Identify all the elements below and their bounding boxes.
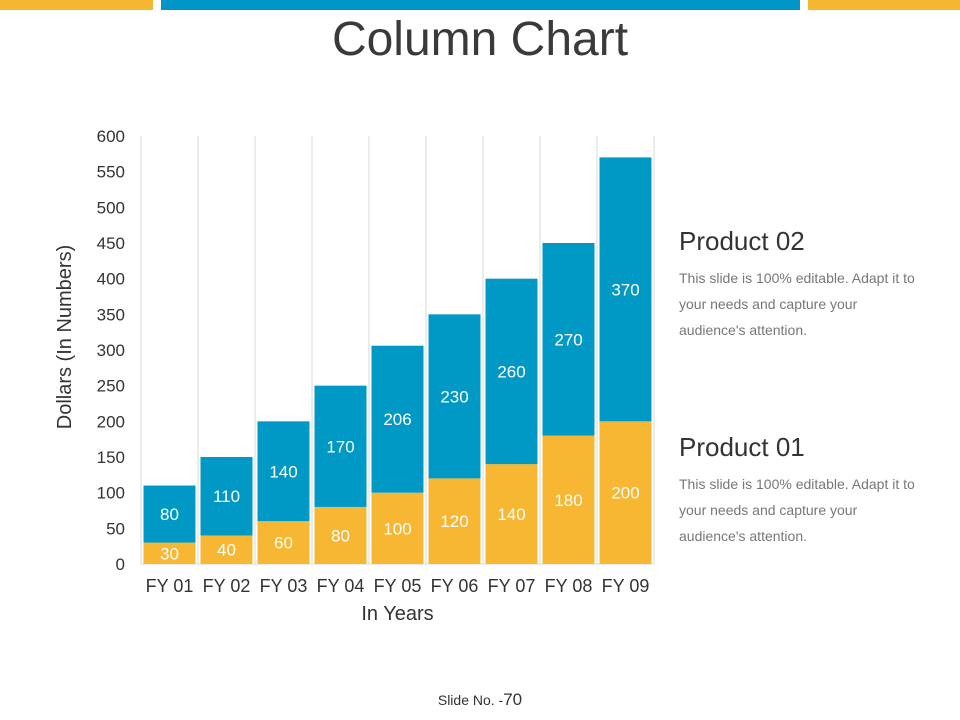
y-tick-label: 450 (97, 234, 125, 253)
bar-product-01 (542, 435, 595, 564)
legend-product-01-title: Product 01 (679, 432, 805, 462)
y-tick-label: 550 (97, 163, 125, 182)
y-tick-label: 150 (97, 448, 125, 467)
top-accent-bar-right (808, 0, 960, 10)
bar-product-01 (599, 421, 652, 564)
data-label: 270 (554, 330, 582, 349)
data-label: 140 (269, 462, 297, 481)
bar-product-02 (542, 243, 595, 436)
x-tick-label: FY 01 (146, 576, 194, 596)
y-tick-label: 0 (116, 555, 125, 574)
bar-product-01 (200, 535, 253, 564)
bar-product-01 (257, 521, 310, 564)
data-label: 260 (497, 362, 525, 381)
y-tick-label: 600 (97, 127, 125, 146)
y-tick-label: 50 (106, 519, 125, 538)
data-label: 60 (274, 534, 293, 553)
y-tick-label: 200 (97, 412, 125, 431)
data-label: 370 (611, 280, 639, 299)
y-tick-label: 300 (97, 341, 125, 360)
x-tick-label: FY 07 (488, 576, 536, 596)
y-tick-label: 400 (97, 270, 125, 289)
y-tick-label: 250 (97, 377, 125, 396)
data-label: 110 (213, 487, 240, 506)
data-label: 170 (326, 437, 354, 456)
legend-product-02: Product 02 This slide is 100% editable. … (679, 226, 919, 343)
x-tick-label: FY 09 (602, 576, 650, 596)
bar-product-02 (485, 278, 538, 465)
y-axis-title: Dollars (In Numbers) (54, 245, 76, 429)
bar-product-02 (314, 385, 367, 507)
bar-product-01 (143, 542, 196, 564)
page-title: Column Chart (331, 13, 629, 66)
bar-product-02 (200, 457, 253, 536)
slide-number-label: Slide No. - (437, 692, 504, 708)
bar-product-02 (599, 157, 652, 422)
data-label: 180 (554, 491, 582, 510)
x-tick-label: FY 02 (203, 576, 251, 596)
x-tick-label: FY 04 (317, 576, 365, 596)
data-label: 206 (383, 410, 411, 429)
legend-product-02-text: This slide is 100% editable. Adapt it to… (679, 270, 915, 338)
data-label: 120 (440, 512, 468, 531)
x-axis-title: In Years (361, 603, 433, 625)
bar-product-01 (371, 492, 424, 564)
data-label: 80 (160, 505, 179, 524)
bar-product-01 (485, 464, 538, 564)
legend-product-02-title: Product 02 (679, 226, 805, 256)
data-label: 80 (331, 526, 350, 545)
data-label: 140 (497, 505, 525, 524)
x-tick-label: FY 06 (431, 576, 479, 596)
top-accent-bar-left (0, 0, 153, 10)
bar-product-02 (143, 485, 196, 543)
legend-product-01: Product 01 This slide is 100% editable. … (679, 432, 919, 549)
y-tick-label: 500 (97, 198, 125, 217)
bar-product-02 (428, 314, 481, 479)
bar-product-01 (428, 478, 481, 564)
bar-product-01 (314, 506, 367, 564)
data-label: 30 (160, 544, 179, 563)
legend-product-01-text: This slide is 100% editable. Adapt it to… (679, 476, 915, 544)
x-tick-label: FY 03 (260, 576, 308, 596)
data-label: 230 (440, 387, 468, 406)
data-label: 200 (611, 484, 639, 503)
y-tick-label: 100 (97, 484, 125, 503)
data-label: 40 (217, 541, 236, 560)
x-tick-label: FY 05 (374, 576, 422, 596)
y-tick-label: 350 (97, 305, 125, 324)
x-tick-label: FY 08 (545, 576, 593, 596)
bar-product-02 (257, 421, 310, 522)
top-accent-bar-middle (161, 0, 800, 10)
slide-number: Slide No. -70 (0, 690, 960, 710)
data-label: 100 (383, 519, 411, 538)
slide-number-value: 70 (503, 690, 523, 709)
bar-product-02 (371, 345, 424, 493)
